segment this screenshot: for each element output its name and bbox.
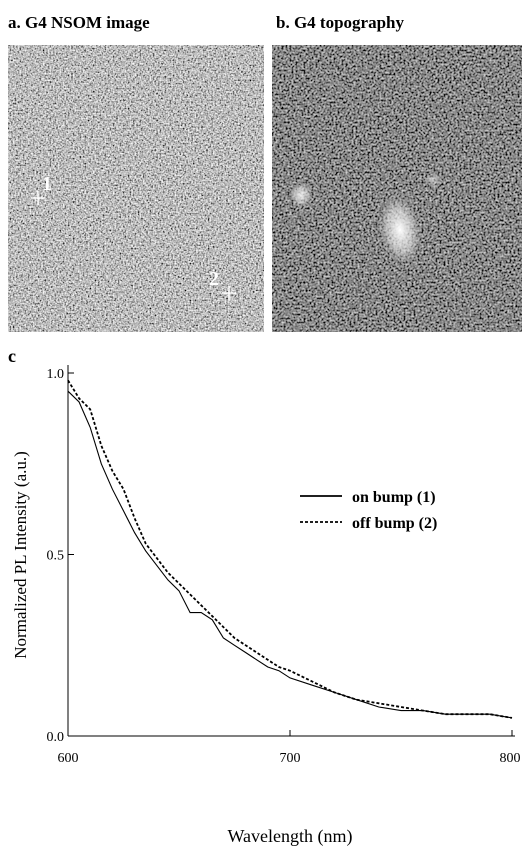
plot: 0.0 0.5 1.0 600 700 800 on bump (1) off bump (2… [47, 367, 521, 766]
y-tick-label: 0.0 [47, 730, 65, 745]
x-tick-label: 700 [280, 751, 301, 766]
panel-label: a. G4 NSOM image [8, 13, 150, 32]
marker-cross [31, 191, 236, 300]
bump [377, 192, 423, 268]
x-axis-label: Wavelength (nm) [227, 826, 352, 847]
x-tick-label: 800 [500, 751, 521, 766]
data-line [67, 379, 513, 719]
x-tick-label: 600 [58, 751, 79, 766]
panel-label: b. G4 topography [276, 13, 404, 32]
y-axis-label: Normalized PL Intensity (a.u.) [11, 451, 30, 659]
y-tick-label: 1.0 [47, 367, 65, 382]
topography-image [272, 45, 522, 332]
bump [424, 172, 442, 188]
nsom-image [8, 45, 264, 332]
marker-label: 1 [42, 173, 52, 195]
legend-label: off bump (2) [352, 515, 437, 532]
bump [289, 181, 313, 209]
marker-label: 2 [209, 268, 219, 290]
y-tick-label: 0.5 [47, 549, 65, 564]
data-line [67, 390, 513, 719]
legend-label: on bump (1) [352, 489, 436, 506]
panel-label: c [8, 346, 16, 366]
